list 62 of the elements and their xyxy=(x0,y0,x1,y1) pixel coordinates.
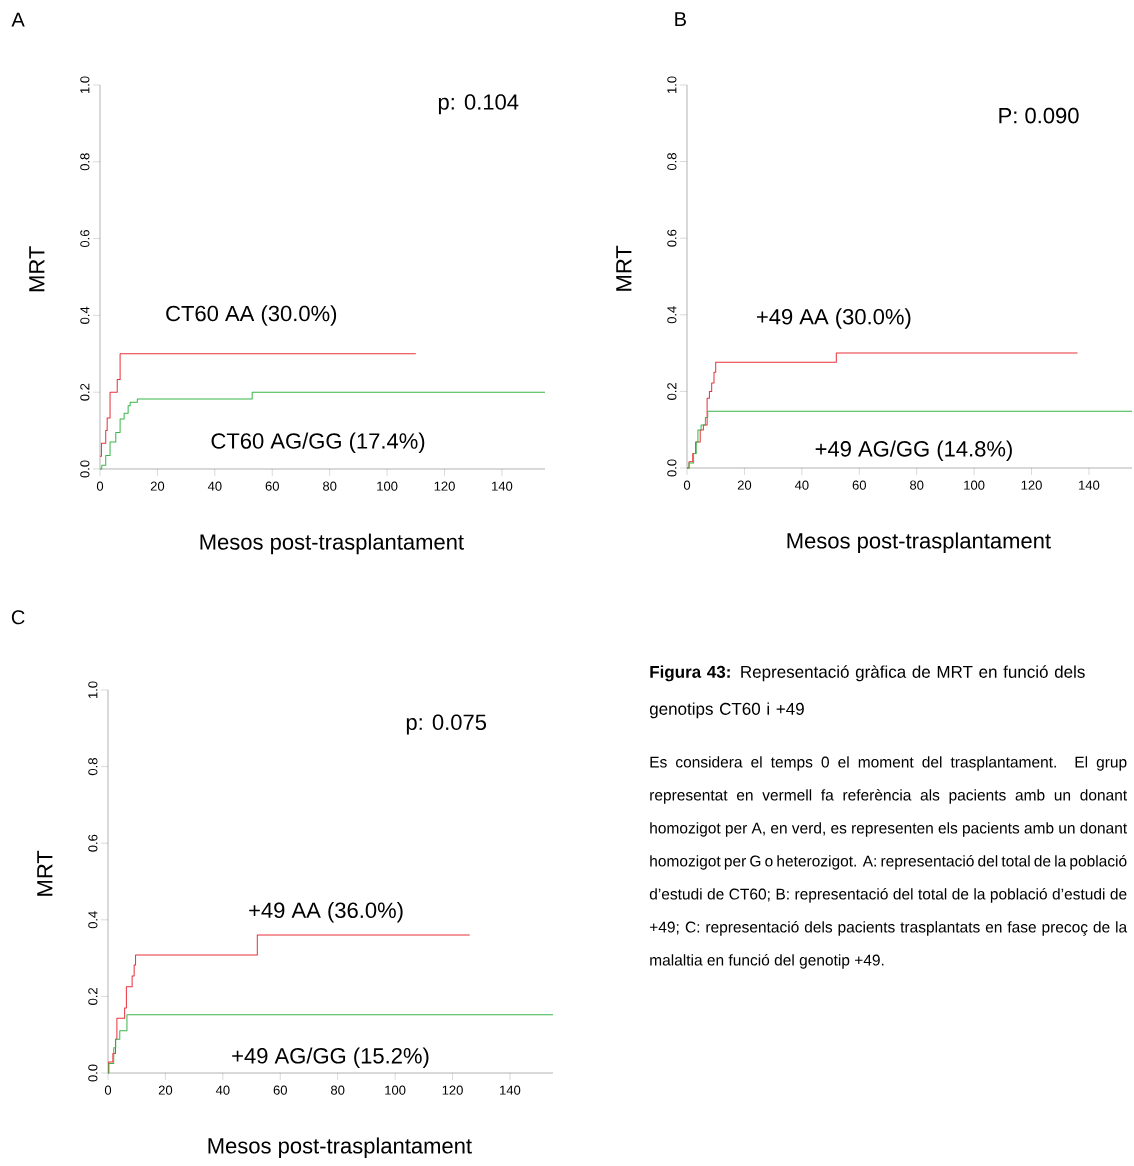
y-axis-title: MRT xyxy=(616,245,632,291)
x-tick-label: 60 xyxy=(265,481,279,491)
y-tick-label: 0.2 xyxy=(667,383,677,400)
x-tick-label: 80 xyxy=(323,481,337,491)
series-label: +49 AG/GG (14.8%) xyxy=(815,440,1012,461)
x-tick-label: 100 xyxy=(377,481,398,491)
x-tick-label: 80 xyxy=(331,1085,345,1095)
y-tick-label: 0.2 xyxy=(80,383,90,401)
y-tick-label: 1.0 xyxy=(80,76,90,94)
y-tick-label: 0.0 xyxy=(80,460,90,478)
x-tick-label: 40 xyxy=(207,481,222,491)
y-axis-title: MRT xyxy=(37,850,53,896)
series-label: CT60 AG/GG (17.4%) xyxy=(211,432,425,454)
series-label: +49 AA (30.0%) xyxy=(756,308,911,329)
x-tick-label: 0 xyxy=(683,480,691,490)
y-tick-label: 0.6 xyxy=(88,834,98,852)
annotation: p: 0.075 xyxy=(406,714,487,735)
x-tick-label: 20 xyxy=(150,481,165,491)
series-label: +49 AA (36.0%) xyxy=(249,901,403,923)
x-tick-label: 120 xyxy=(442,1085,463,1095)
x-tick-label: 140 xyxy=(500,1085,521,1095)
series-label: +49 AG/GG (15.2%) xyxy=(232,1047,429,1068)
y-tick-label: 1.0 xyxy=(667,76,677,94)
x-tick-label: 100 xyxy=(964,480,985,490)
y-tick-label: 0.2 xyxy=(88,988,98,1005)
x-tick-label: 60 xyxy=(852,480,866,490)
x-axis-title: Mesos post-trasplantament xyxy=(200,533,464,555)
x-tick-label: 40 xyxy=(215,1085,230,1095)
y-tick-label: 0.0 xyxy=(667,459,677,477)
x-tick-label: 0 xyxy=(104,1085,112,1095)
annotation: P: 0.090 xyxy=(999,107,1079,124)
y-tick-label: 0.6 xyxy=(667,229,677,247)
x-tick-label: 120 xyxy=(434,481,455,491)
y-tick-label: 0.4 xyxy=(80,306,90,324)
y-tick-label: 0.8 xyxy=(80,153,90,171)
x-tick-label: 0 xyxy=(96,481,104,491)
x-tick-label: 60 xyxy=(273,1085,287,1095)
chart-title: Figura 43: Representació gràfica de MRT en funció dels genotips CT60 i +49 xyxy=(649,665,1085,719)
y-tick-label: 0.4 xyxy=(667,306,677,324)
chart-title: B xyxy=(675,12,686,26)
x-tick-label: 140 xyxy=(1079,480,1100,490)
x-tick-label: 80 xyxy=(910,480,924,490)
chart-title: C xyxy=(11,610,25,625)
annotation: p: 0.104 xyxy=(438,94,519,115)
y-tick-label: 0.8 xyxy=(667,153,677,171)
y-axis-title: MRT xyxy=(29,246,45,292)
x-tick-label: 40 xyxy=(794,480,809,490)
series-label: CT60 AA (30.0%) xyxy=(166,305,337,326)
x-tick-label: 120 xyxy=(1021,480,1042,490)
y-tick-label: 0.8 xyxy=(88,758,98,776)
x-tick-label: 20 xyxy=(158,1085,173,1095)
text: Es considera el temps 0 el moment del trasplantament. El grup representat en vermell fa referència als pacients amb un donant homozigot per A, en verd, es representen els pacients amb un donant homozigot per G o heterozigot. A: representació del total de la població d’estudi de CT60; B: representació del total de la població d’estudi de +49; C: representació dels pacients trasplantats en fase precoç de la malaltia en funció del genotip +49. xyxy=(649,756,1128,969)
x-tick-label: 140 xyxy=(492,481,513,491)
y-tick-label: 0.6 xyxy=(80,230,90,248)
chart-title: A xyxy=(11,12,25,27)
x-tick-label: 100 xyxy=(385,1085,406,1095)
x-axis-title: Mesos post-trasplantament xyxy=(208,1137,472,1158)
y-tick-label: 0.0 xyxy=(88,1064,98,1082)
x-axis-title: Mesos post-trasplantament xyxy=(787,532,1051,553)
x-tick-label: 20 xyxy=(737,480,752,490)
y-tick-label: 1.0 xyxy=(88,681,98,699)
y-tick-label: 0.4 xyxy=(88,911,98,929)
